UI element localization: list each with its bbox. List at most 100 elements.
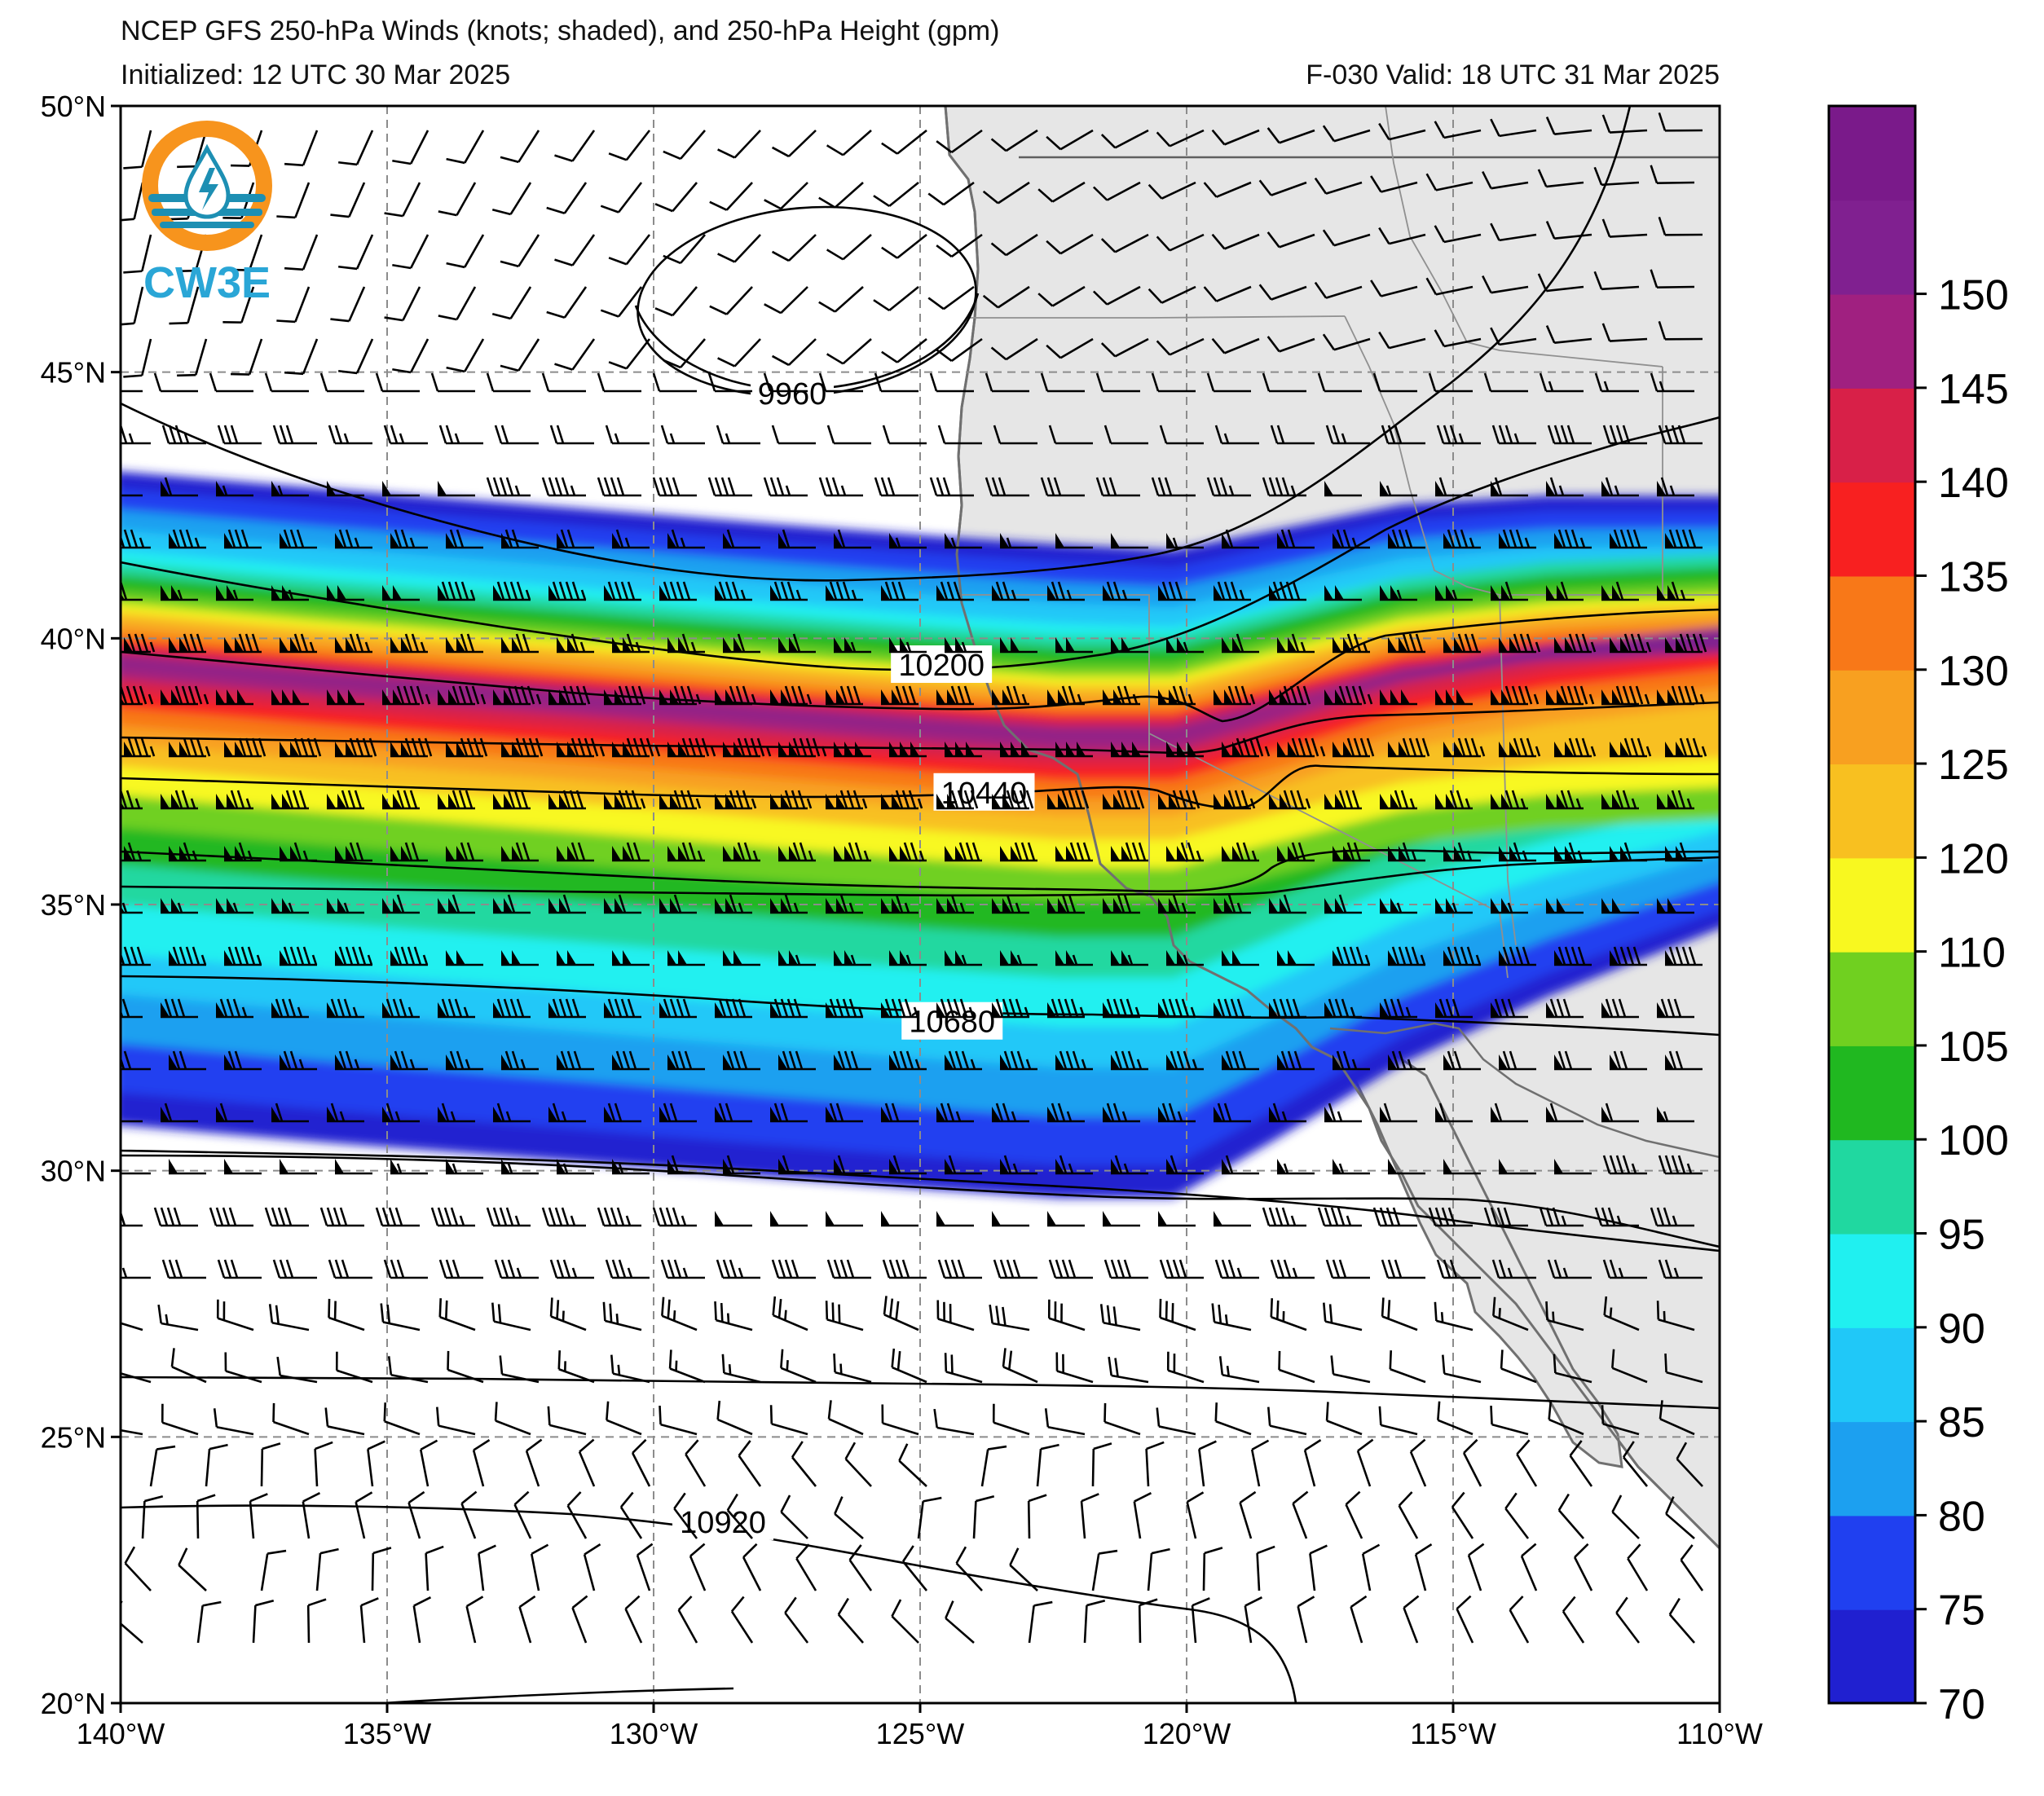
colorbar-segment	[1829, 293, 1915, 389]
wind-barb	[660, 425, 705, 445]
wind-barb	[1266, 336, 1315, 353]
wind-barb	[889, 1050, 927, 1071]
wind-barb	[1434, 121, 1482, 139]
wind-barb	[335, 633, 372, 654]
wind-barb	[1325, 1402, 1363, 1436]
wind-barb	[992, 998, 1030, 1019]
wind-barb	[280, 529, 317, 549]
wind-barb	[1610, 946, 1647, 966]
wind-barb	[742, 1543, 762, 1591]
wind-barb	[937, 425, 982, 445]
wind-barb	[1658, 112, 1703, 132]
wind-barb	[1499, 529, 1536, 549]
wind-barb	[1000, 1155, 1037, 1175]
wind-barb	[1277, 529, 1315, 549]
wind-barb	[826, 894, 863, 914]
wind-barb	[494, 1259, 539, 1279]
wind-barb	[578, 1438, 596, 1487]
wind-barb	[881, 894, 918, 914]
wind-barb	[1539, 372, 1584, 393]
wind-barb	[721, 1354, 761, 1384]
wind-barb	[1297, 1596, 1315, 1644]
wind-barb	[945, 1155, 982, 1175]
wind-barb	[501, 842, 539, 862]
wind-barb	[216, 790, 253, 810]
contour-label-box	[751, 373, 835, 412]
wind-barb	[1333, 1159, 1370, 1175]
wind-barb	[1145, 1441, 1165, 1487]
wind-barb	[1047, 998, 1086, 1019]
wind-barb	[612, 529, 650, 549]
wind-barb	[217, 1259, 262, 1279]
wind-barb	[493, 790, 531, 810]
wind-barb	[583, 1543, 601, 1591]
wind-barb	[1222, 529, 1259, 549]
wind-barb	[121, 737, 156, 758]
wind-barb	[1610, 1050, 1647, 1071]
wind-barb	[1269, 1103, 1306, 1123]
wind-barb	[493, 998, 531, 1019]
wind-barb	[1378, 331, 1426, 350]
wind-barb	[1333, 946, 1371, 966]
wind-barb	[778, 1155, 816, 1175]
wind-barb	[1546, 685, 1595, 706]
wind-barb	[425, 1545, 444, 1591]
wind-barb	[834, 742, 871, 758]
wind-barb	[1499, 737, 1541, 758]
colorbar-label: 100	[1938, 1117, 2009, 1164]
wind-barb	[1434, 329, 1482, 348]
wind-barb	[493, 1103, 531, 1123]
wind-barb	[272, 1259, 317, 1279]
wind-barb	[1665, 1496, 1695, 1539]
wind-barb	[612, 1159, 650, 1175]
wind-barb	[1611, 1494, 1640, 1539]
lat-tick-label: 20°N	[41, 1687, 106, 1720]
wind-barb	[123, 234, 152, 274]
wind-barb	[715, 894, 752, 914]
wind-barb	[889, 742, 927, 758]
wind-barb	[169, 842, 206, 862]
wind-barb	[1156, 233, 1205, 252]
wind-barb	[1292, 1490, 1309, 1539]
wind-barb	[826, 338, 872, 365]
wind-barb	[500, 338, 540, 372]
wind-barb	[882, 425, 927, 445]
wind-barb	[554, 130, 596, 162]
wind-barb	[491, 182, 532, 216]
wind-barb	[1659, 1400, 1695, 1436]
wind-barb	[818, 286, 864, 313]
wind-barb	[1425, 277, 1474, 296]
wind-barb	[882, 1259, 927, 1279]
wind-barb	[1414, 1543, 1433, 1591]
colorbar-label: 75	[1938, 1587, 1985, 1635]
wind-barb	[1435, 689, 1473, 706]
wind-barb	[764, 182, 808, 210]
wind-barb	[1388, 529, 1425, 549]
wind-barb	[1490, 1405, 1529, 1436]
wind-barb	[1103, 1402, 1141, 1436]
wind-barb	[1214, 425, 1259, 445]
wind-barb	[667, 1155, 705, 1175]
wind-barb	[770, 894, 808, 914]
wind-barb	[659, 1103, 697, 1123]
wind-barb	[673, 1492, 698, 1539]
wind-barb	[446, 234, 485, 269]
wind-barb	[604, 685, 646, 706]
lon-tick-label: 125°W	[876, 1717, 964, 1750]
wind-barb	[612, 633, 650, 654]
wind-barb	[770, 581, 808, 601]
wind-barb	[659, 1405, 698, 1436]
wind-barb	[494, 425, 539, 445]
wind-barb	[1000, 950, 1037, 966]
valid-time: F-030 Valid: 18 UTC 31 Mar 2025	[1306, 59, 1720, 90]
wind-barb	[216, 1103, 253, 1123]
wind-barb	[1214, 894, 1251, 914]
wind-barb	[771, 425, 816, 445]
wind-barb	[338, 338, 374, 375]
wind-barb	[791, 1441, 817, 1487]
wind-barb	[121, 1600, 143, 1644]
wind-barb	[123, 130, 152, 169]
wind-barb	[1009, 1547, 1038, 1591]
wind-barb	[216, 1299, 254, 1332]
